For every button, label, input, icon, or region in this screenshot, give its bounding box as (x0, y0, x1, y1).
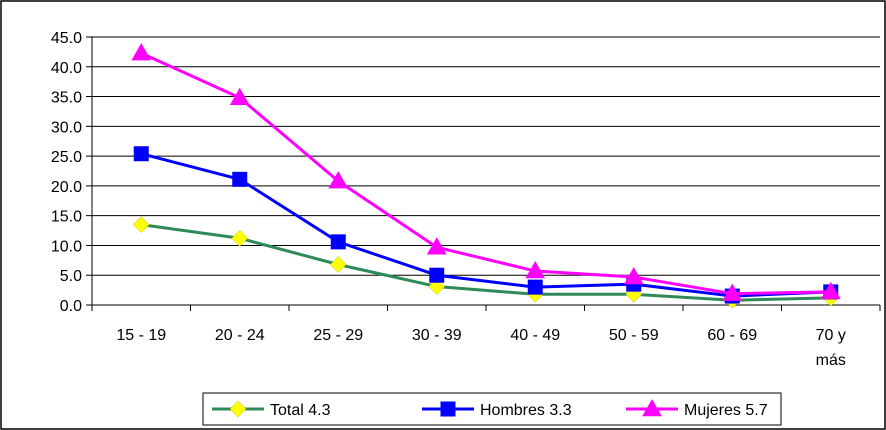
legend-label: Mujeres 5.7 (684, 402, 768, 419)
y-tick-label: 0.0 (60, 298, 82, 315)
legend-label: Hombres 3.3 (480, 402, 572, 419)
data-point (132, 216, 150, 233)
y-tick-label: 25.0 (51, 149, 82, 166)
x-tick-label: 40 - 49 (510, 327, 560, 344)
legend (202, 392, 782, 426)
y-tick-label: 45.0 (51, 30, 82, 47)
data-point (328, 171, 349, 189)
x-tick-label: 25 - 29 (313, 327, 363, 344)
x-tick-label: 50 - 59 (609, 327, 659, 344)
x-tick-label: 70 y más (816, 327, 846, 369)
data-point (623, 267, 644, 285)
data-point (231, 229, 249, 247)
data-point (131, 43, 152, 61)
data-point (426, 237, 447, 255)
data-point (820, 281, 841, 300)
series-line-3 (140, 51, 831, 296)
series-line-1 (141, 223, 831, 302)
data-point (527, 279, 543, 295)
data-point (229, 87, 250, 105)
data-point (232, 171, 248, 187)
x-tick-label: 20 - 24 (215, 327, 265, 344)
y-tick-label: 10.0 (51, 238, 82, 255)
y-tick-label: 20.0 (51, 179, 82, 196)
legend-label: Total 4.3 (270, 402, 331, 419)
data-point (722, 283, 743, 301)
data-point (329, 256, 347, 273)
y-tick-label: 30.0 (51, 119, 82, 136)
legend-marker (440, 401, 456, 417)
data-point (429, 267, 445, 283)
y-tick-label: 15.0 (51, 209, 82, 226)
x-tick-label: 60 - 69 (707, 327, 757, 344)
legend-marker (229, 400, 247, 418)
x-tick-label: 15 - 19 (116, 327, 166, 344)
legend-marker (642, 398, 662, 417)
y-tick-label: 5.0 (60, 268, 82, 285)
series-line-2 (140, 152, 831, 298)
y-tick-label: 40.0 (51, 60, 82, 77)
x-tick-label: 30 - 39 (412, 327, 462, 344)
data-point (133, 146, 149, 162)
y-tick-label: 35.0 (51, 90, 82, 107)
data-point (330, 234, 346, 250)
data-point (525, 261, 546, 279)
